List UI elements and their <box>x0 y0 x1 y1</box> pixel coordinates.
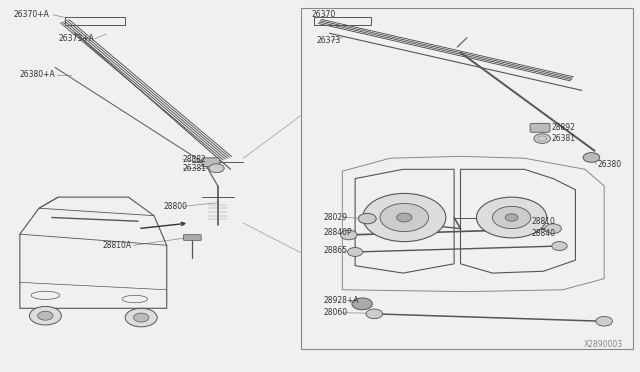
Circle shape <box>134 313 149 322</box>
Circle shape <box>545 224 561 234</box>
Circle shape <box>340 230 357 240</box>
Text: 28810A: 28810A <box>103 241 132 250</box>
Circle shape <box>476 197 547 238</box>
Circle shape <box>596 317 612 326</box>
Text: 26380+A: 26380+A <box>20 70 56 79</box>
Circle shape <box>492 206 531 229</box>
Text: 26381: 26381 <box>182 164 207 173</box>
Circle shape <box>352 298 372 310</box>
Text: 28060: 28060 <box>323 308 348 317</box>
Text: 26370: 26370 <box>312 10 336 19</box>
Text: 28840: 28840 <box>531 229 556 238</box>
Circle shape <box>397 213 412 222</box>
Circle shape <box>552 241 567 250</box>
Circle shape <box>358 214 376 224</box>
FancyBboxPatch shape <box>530 124 550 132</box>
Text: 28892: 28892 <box>551 123 575 132</box>
Circle shape <box>534 134 550 143</box>
Text: 28882: 28882 <box>182 155 207 164</box>
Circle shape <box>583 153 600 162</box>
Text: 26373: 26373 <box>317 36 341 45</box>
Text: 28840P: 28840P <box>323 228 352 237</box>
Circle shape <box>125 308 157 327</box>
Circle shape <box>363 193 446 241</box>
Circle shape <box>366 309 383 319</box>
Text: 28865: 28865 <box>323 246 347 255</box>
Text: 26380: 26380 <box>598 160 622 169</box>
Text: 26370+A: 26370+A <box>13 10 49 19</box>
Circle shape <box>380 203 429 232</box>
Bar <box>301 8 633 349</box>
FancyBboxPatch shape <box>183 235 201 240</box>
Text: 26381: 26381 <box>551 134 575 143</box>
Circle shape <box>29 307 61 325</box>
Circle shape <box>209 164 224 173</box>
Text: 26373+A: 26373+A <box>58 34 94 43</box>
Circle shape <box>38 311 53 320</box>
FancyBboxPatch shape <box>202 158 220 167</box>
Text: X2890003: X2890003 <box>584 340 623 349</box>
Text: 28800: 28800 <box>164 202 188 211</box>
Text: 28029: 28029 <box>323 213 347 222</box>
Circle shape <box>505 214 518 221</box>
Circle shape <box>348 247 363 256</box>
Text: 28810: 28810 <box>531 217 556 226</box>
Text: 28928+A: 28928+A <box>323 296 358 305</box>
